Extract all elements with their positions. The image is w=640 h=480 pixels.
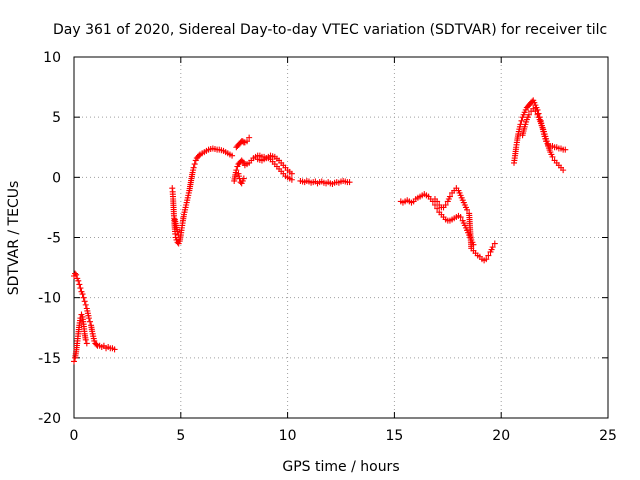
- data-point: [489, 244, 496, 251]
- chart-title: Day 361 of 2020, Sidereal Day-to-day VTE…: [53, 22, 607, 38]
- series-segment-1a: [71, 311, 90, 365]
- series-segment-3c: [235, 170, 247, 187]
- data-point: [485, 252, 492, 259]
- data-point: [346, 179, 353, 186]
- y-tick-label: -20: [38, 411, 61, 427]
- data-point: [174, 228, 181, 235]
- data-point: [77, 285, 84, 292]
- series-segment-2: [169, 145, 236, 247]
- data-point: [446, 193, 453, 200]
- data-point: [82, 301, 89, 308]
- data-point: [442, 202, 449, 209]
- y-tick-label: 0: [52, 170, 61, 186]
- data-point: [82, 336, 89, 343]
- series-segment-4: [297, 177, 353, 187]
- x-tick-label: 25: [599, 428, 617, 444]
- series-segment-2b: [171, 216, 182, 239]
- y-tick-label: -10: [38, 291, 61, 307]
- data-point: [111, 346, 118, 353]
- series-segment-5b: [431, 185, 498, 264]
- data-point: [191, 161, 198, 168]
- data-point: [79, 291, 86, 298]
- data-point: [244, 138, 251, 145]
- series-segment-3d: [254, 152, 295, 177]
- series-segment-6: [511, 97, 569, 166]
- data-point: [434, 198, 441, 205]
- data-point: [457, 214, 464, 221]
- data-point: [76, 281, 83, 288]
- grid: [74, 57, 608, 418]
- data-point: [532, 108, 539, 115]
- data-point: [288, 176, 295, 183]
- series-segment-1b: [71, 270, 118, 353]
- data-point: [85, 315, 92, 322]
- data-point: [246, 134, 253, 141]
- data-point: [195, 152, 202, 159]
- data-point: [229, 152, 236, 159]
- y-tick-label: -15: [38, 351, 61, 367]
- y-tick-label: 10: [43, 50, 61, 66]
- data-point: [80, 294, 87, 301]
- data-point: [549, 153, 556, 160]
- x-axis-label: GPS time / hours: [282, 459, 399, 475]
- data-point: [93, 341, 100, 348]
- x-tick-label: 15: [385, 428, 403, 444]
- data-point: [491, 240, 498, 247]
- data-point: [560, 167, 567, 174]
- data-point: [87, 318, 94, 325]
- series-segment-3b: [233, 134, 253, 151]
- data-point: [239, 158, 246, 165]
- x-tick-label: 0: [70, 428, 79, 444]
- data-point: [83, 340, 90, 347]
- data-point: [240, 175, 247, 182]
- data-point: [464, 206, 471, 213]
- data-point: [81, 298, 88, 305]
- data-point: [483, 256, 490, 263]
- data-point: [75, 277, 82, 284]
- data-point: [233, 167, 240, 174]
- data-point: [525, 111, 532, 118]
- data-point: [71, 358, 77, 365]
- x-tick-label: 20: [492, 428, 510, 444]
- x-tick-label: 5: [176, 428, 185, 444]
- y-tick-label: 5: [52, 110, 61, 126]
- x-tick-label: 10: [279, 428, 297, 444]
- data-point: [72, 270, 79, 277]
- data-point: [562, 146, 569, 153]
- y-axis-label: SDTVAR / TECUs: [6, 181, 22, 296]
- data-points: [71, 97, 569, 365]
- data-point: [190, 164, 197, 171]
- series-segment-6b: [519, 105, 567, 174]
- data-point: [518, 117, 525, 124]
- data-point: [288, 170, 295, 177]
- data-point: [434, 205, 441, 212]
- data-point: [73, 271, 80, 278]
- axis-ticks: 0 5 10 15 20 25 -20 -15 -10 -5 0 5 10: [38, 50, 617, 444]
- y-tick-label: -5: [47, 231, 61, 247]
- data-point: [175, 232, 182, 239]
